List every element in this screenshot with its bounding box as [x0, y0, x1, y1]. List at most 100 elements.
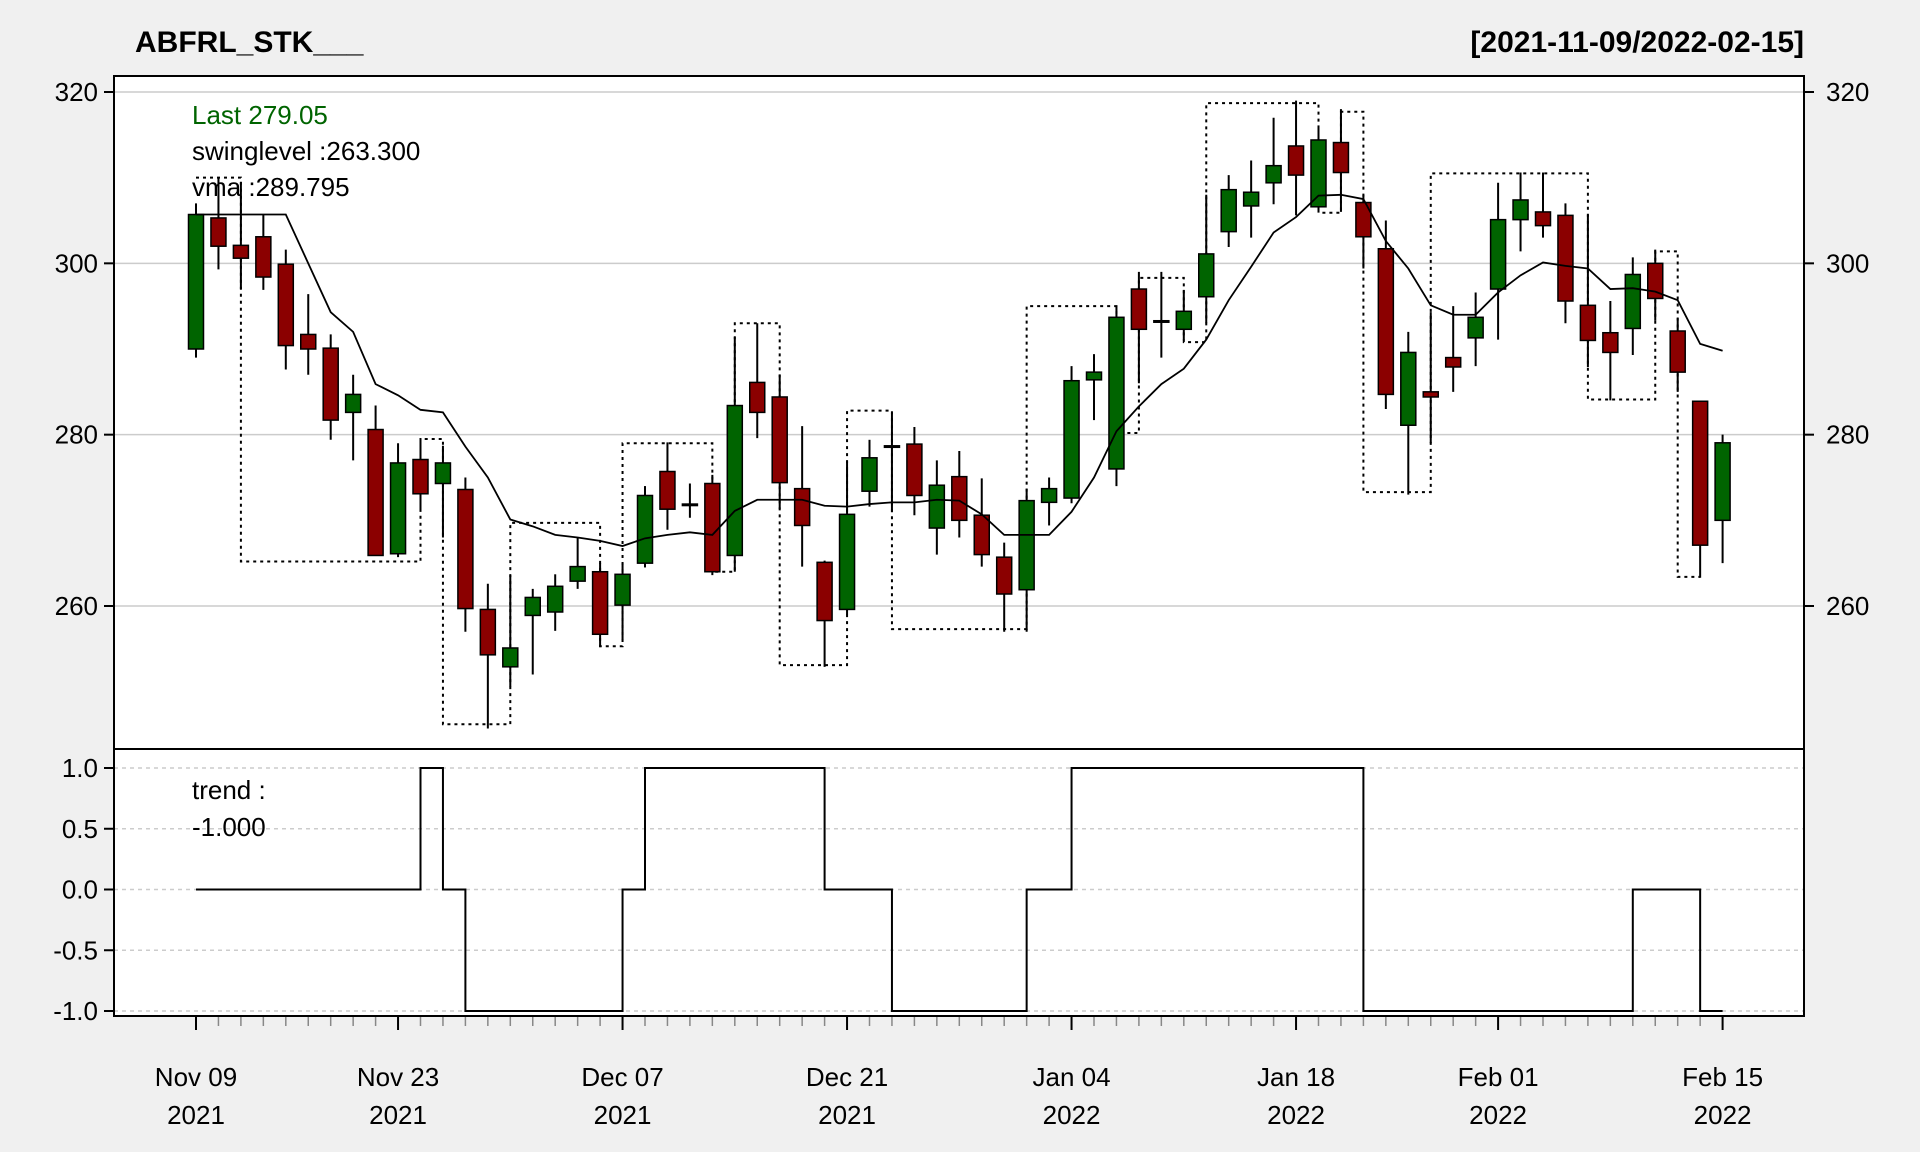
trend-series [196, 767, 1723, 1012]
candle [300, 294, 317, 375]
candle [928, 460, 946, 555]
candle [793, 426, 811, 567]
candle-body [367, 428, 384, 557]
candle-body [344, 393, 362, 414]
y-tick-label-right: 300 [1826, 248, 1869, 278]
candle [434, 445, 452, 538]
candle [681, 483, 699, 518]
candle-body [1579, 304, 1597, 342]
candle-body [569, 565, 586, 582]
candle-body [1444, 356, 1462, 368]
candle [1355, 194, 1372, 269]
candle-body [1400, 351, 1417, 426]
legend-last: Last 279.05 [192, 100, 328, 130]
candle [412, 438, 429, 512]
candle [479, 583, 497, 729]
candle-body [1647, 262, 1664, 300]
candle [367, 405, 384, 557]
trend-tick-label: 1.0 [62, 753, 98, 783]
y-tick-label-right: 260 [1826, 591, 1869, 621]
candle-body [704, 482, 721, 573]
candle-body [1265, 164, 1282, 184]
candle [838, 461, 856, 615]
x-tick-year: 2022 [1469, 1100, 1527, 1130]
candle-body [1467, 316, 1484, 339]
y-tick-label: 280 [55, 420, 98, 450]
candle-body [1557, 214, 1574, 302]
main-grid [114, 91, 1804, 607]
trend-tick-label: -0.5 [53, 935, 98, 965]
y-tick-label-right: 320 [1826, 77, 1869, 107]
candle [1063, 366, 1080, 504]
candle [816, 560, 833, 667]
candle-body [1018, 499, 1035, 591]
candle [1467, 292, 1484, 367]
x-tick-label: Feb 01 [1458, 1062, 1539, 1092]
candle [1130, 271, 1148, 384]
candle-body [412, 458, 429, 495]
candle [995, 542, 1013, 632]
candle [659, 442, 676, 530]
candle-body [524, 596, 541, 617]
candle-body [1534, 211, 1552, 227]
candle-body [1422, 391, 1439, 398]
candle-body [1198, 253, 1215, 298]
x-tick-label: Dec 21 [806, 1062, 888, 1092]
candle-body [322, 347, 339, 421]
candle [546, 574, 564, 631]
candle-body [1130, 288, 1148, 331]
candle-body [1242, 191, 1260, 207]
candle-body [659, 470, 676, 510]
candle-body [1063, 379, 1080, 499]
candle [1287, 100, 1305, 216]
candle [1085, 354, 1103, 421]
candle-body [681, 503, 699, 507]
candle-body [389, 462, 407, 555]
candle-body [1108, 316, 1125, 470]
y-tick-label: 260 [55, 591, 98, 621]
legend-trend-value: -1.000 [192, 812, 266, 842]
candle-body [726, 404, 744, 557]
candle [1714, 434, 1731, 564]
candle [1220, 175, 1237, 248]
candle-body [636, 494, 654, 564]
candle-body [1512, 199, 1529, 221]
candle-body [1175, 310, 1193, 331]
trend-tick-label: -1.0 [53, 996, 98, 1026]
candle [1691, 400, 1709, 578]
candle-body [232, 244, 250, 259]
candle-body [1040, 487, 1058, 504]
candle [1534, 172, 1552, 238]
candle [1602, 301, 1619, 401]
trend-panel-border [113, 748, 1805, 1017]
candle [1108, 306, 1125, 487]
candle-body [793, 487, 811, 527]
x-tick-year: 2022 [1043, 1100, 1101, 1130]
candles [187, 100, 1731, 729]
candle [1242, 160, 1260, 238]
candle-body [1355, 201, 1372, 238]
x-tick-year: 2021 [167, 1100, 225, 1130]
candle-body [1624, 273, 1642, 330]
candle-body [255, 236, 272, 278]
candle-body [816, 561, 833, 622]
x-tick-label: Nov 23 [357, 1062, 439, 1092]
x-tick-label: Jan 04 [1033, 1062, 1111, 1092]
candle-body [1310, 139, 1327, 208]
candle [389, 443, 407, 558]
candle [861, 439, 878, 507]
y-tick-label-right: 280 [1826, 420, 1869, 450]
candle-body [995, 556, 1013, 595]
candle [524, 588, 541, 675]
axes: 260 260 280 280 300 300 320 320 1.0 0.5 0.0 -0.5 -1.… [53, 77, 1869, 1130]
candle [457, 477, 474, 632]
candle [726, 337, 744, 572]
candle-body [1602, 331, 1619, 354]
candle-body [1489, 218, 1507, 290]
candle-body [591, 570, 609, 636]
candle-body [1287, 145, 1305, 176]
legend-swinglevel: swinglevel :263.300 [192, 136, 420, 166]
candle-body [883, 445, 901, 449]
trend-tick-label: 0.0 [62, 875, 98, 905]
